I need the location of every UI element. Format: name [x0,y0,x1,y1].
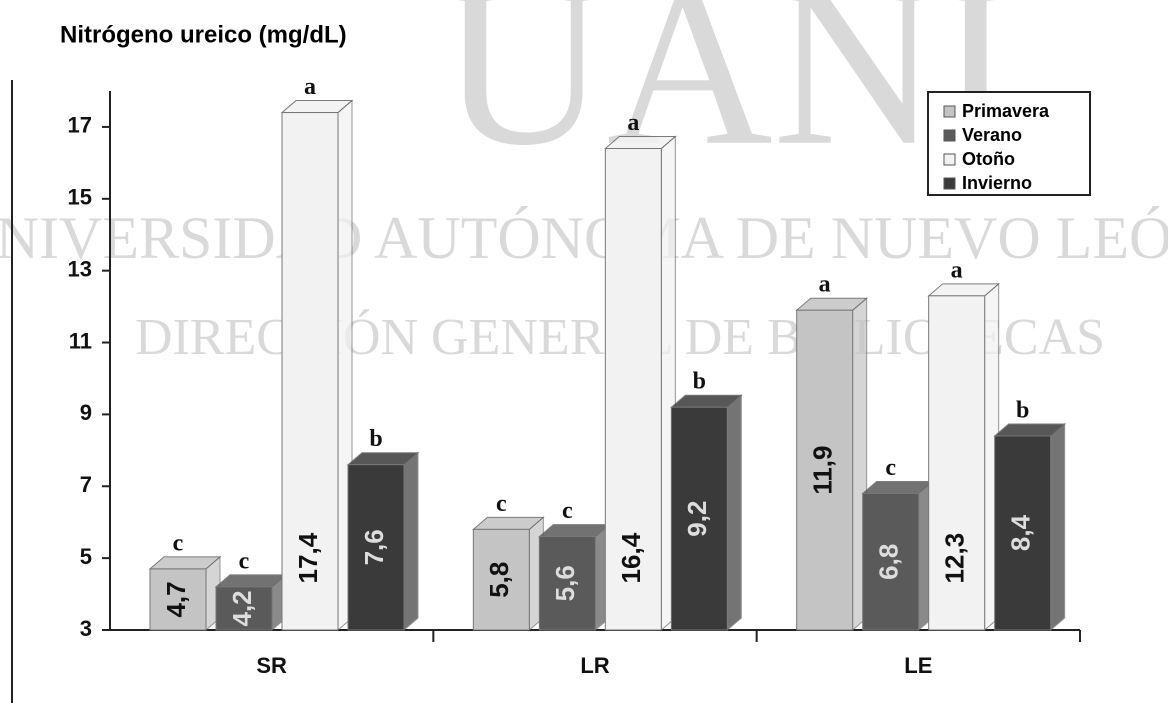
value-label: 5,8 [484,562,514,598]
y-tick-label: 3 [80,616,92,641]
chart: UANL UNIVERSIDAD AUTÓNOMA DE NUEVO LEÓN … [0,0,1168,703]
significance-letter: c [496,491,507,517]
value-label: 17,4 [293,532,323,583]
bar-side [727,395,741,630]
y-tick-label: 9 [80,400,92,425]
watermark: UNIVERSIDAD AUTÓNOMA DE NUEVO LEÓN [0,205,1168,271]
value-label: 8,4 [1006,514,1036,551]
x-tick-label: LE [904,653,932,678]
value-label: 6,8 [874,544,904,580]
y-tick-label: 15 [68,185,92,210]
bar-side [404,453,418,630]
significance-letter: c [239,548,250,574]
significance-letter: a [819,272,831,298]
y-tick-label: 5 [80,544,92,569]
significance-letter: c [885,455,896,481]
value-label: 4,2 [227,590,257,626]
significance-letter: a [951,257,963,283]
significance-letter: b [1016,397,1029,423]
x-tick-label: LR [580,653,609,678]
significance-letter: c [173,530,184,556]
chart-title: Nitrógeno ureico (mg/dL) [60,21,347,48]
significance-letter: b [369,426,382,452]
value-label: 11,9 [808,446,838,495]
legend-label: Invierno [962,173,1032,193]
y-tick-label: 13 [68,256,92,281]
y-tick-label: 11 [69,328,92,353]
legend-swatch [944,178,955,189]
significance-letter: a [627,110,639,136]
value-label: 5,6 [550,565,580,601]
significance-letter: a [304,74,316,100]
value-label: 4,7 [161,581,191,617]
bar-side [1051,424,1065,630]
y-tick-label: 17 [68,113,92,138]
legend-swatch [944,130,955,141]
significance-letter: b [693,369,706,395]
legend-label: Otoño [962,149,1015,169]
value-label: 16,4 [616,532,646,583]
legend-swatch [944,106,955,117]
legend-swatch [944,154,955,165]
value-label: 9,2 [682,501,712,537]
legend-label: Primavera [962,101,1050,121]
y-tick-label: 7 [80,472,92,497]
legend-label: Verano [962,125,1022,145]
value-label: 7,6 [359,529,389,565]
significance-letter: c [562,498,573,524]
value-label: 12,3 [940,533,970,584]
x-tick-label: SR [256,653,287,678]
